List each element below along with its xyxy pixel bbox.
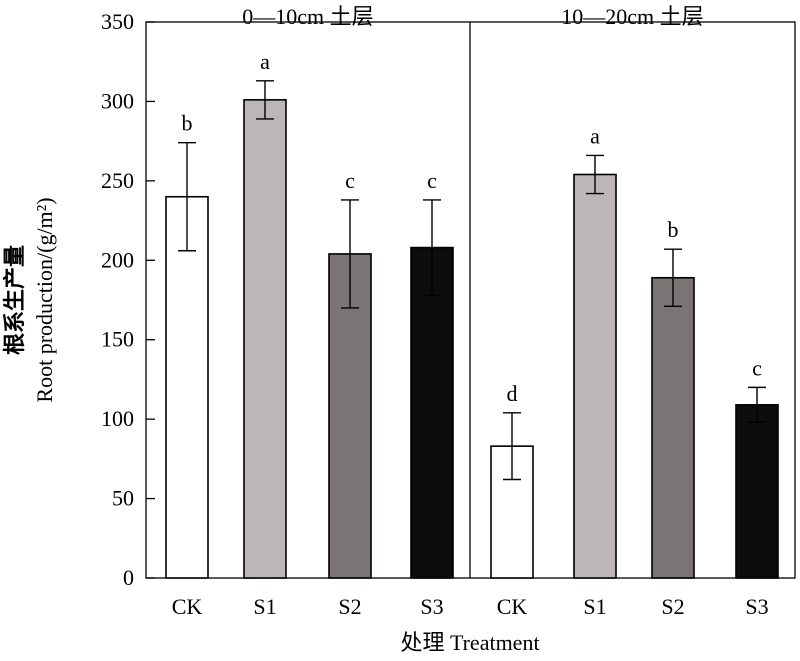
y-tick-label: 300 bbox=[101, 88, 134, 113]
y-tick-label: 150 bbox=[101, 327, 134, 352]
bar bbox=[243, 99, 287, 579]
y-tick-label: 50 bbox=[112, 486, 134, 511]
y-tick-label: 200 bbox=[101, 247, 134, 272]
x-tick-label: S2 bbox=[661, 594, 684, 619]
significance-letter: c bbox=[345, 168, 355, 193]
significance-letter: b bbox=[182, 111, 193, 136]
bar bbox=[410, 246, 454, 579]
y-tick-label: 350 bbox=[101, 9, 134, 34]
bars bbox=[165, 80, 779, 579]
significance-letter: d bbox=[507, 381, 518, 406]
significance-letter: b bbox=[668, 217, 679, 242]
significance-letter: a bbox=[590, 123, 600, 148]
panel-title: 10—20cm 土层 bbox=[561, 4, 703, 29]
bar bbox=[651, 276, 695, 579]
axes bbox=[145, 21, 796, 579]
bar bbox=[735, 404, 779, 579]
y-axis-title-cn: 根系生产量 bbox=[2, 245, 27, 355]
significance-letter: c bbox=[427, 168, 437, 193]
panel-title: 0—10cm 土层 bbox=[242, 4, 373, 29]
bar bbox=[573, 173, 617, 579]
x-tick-label: S2 bbox=[338, 594, 361, 619]
y-axis-title-en: Root production/(g/m²) bbox=[32, 197, 57, 402]
labels: 0 50 100 150 200 250 300 350 根系生产量 Root productio… bbox=[2, 4, 769, 655]
x-tick-label: S1 bbox=[583, 594, 606, 619]
significance-letter: c bbox=[752, 355, 762, 380]
bar bbox=[165, 195, 209, 579]
x-tick-label: S3 bbox=[420, 594, 443, 619]
y-tick-label: 0 bbox=[123, 565, 134, 590]
x-tick-label: S1 bbox=[253, 594, 276, 619]
significance-letter: a bbox=[260, 49, 270, 74]
x-tick-label: CK bbox=[172, 594, 203, 619]
x-axis-title: 处理 Treatment bbox=[400, 630, 539, 655]
x-tick-label: S3 bbox=[745, 594, 768, 619]
y-tick-label: 250 bbox=[101, 168, 134, 193]
x-tick-label: CK bbox=[497, 594, 528, 619]
y-tick-label: 100 bbox=[101, 406, 134, 431]
